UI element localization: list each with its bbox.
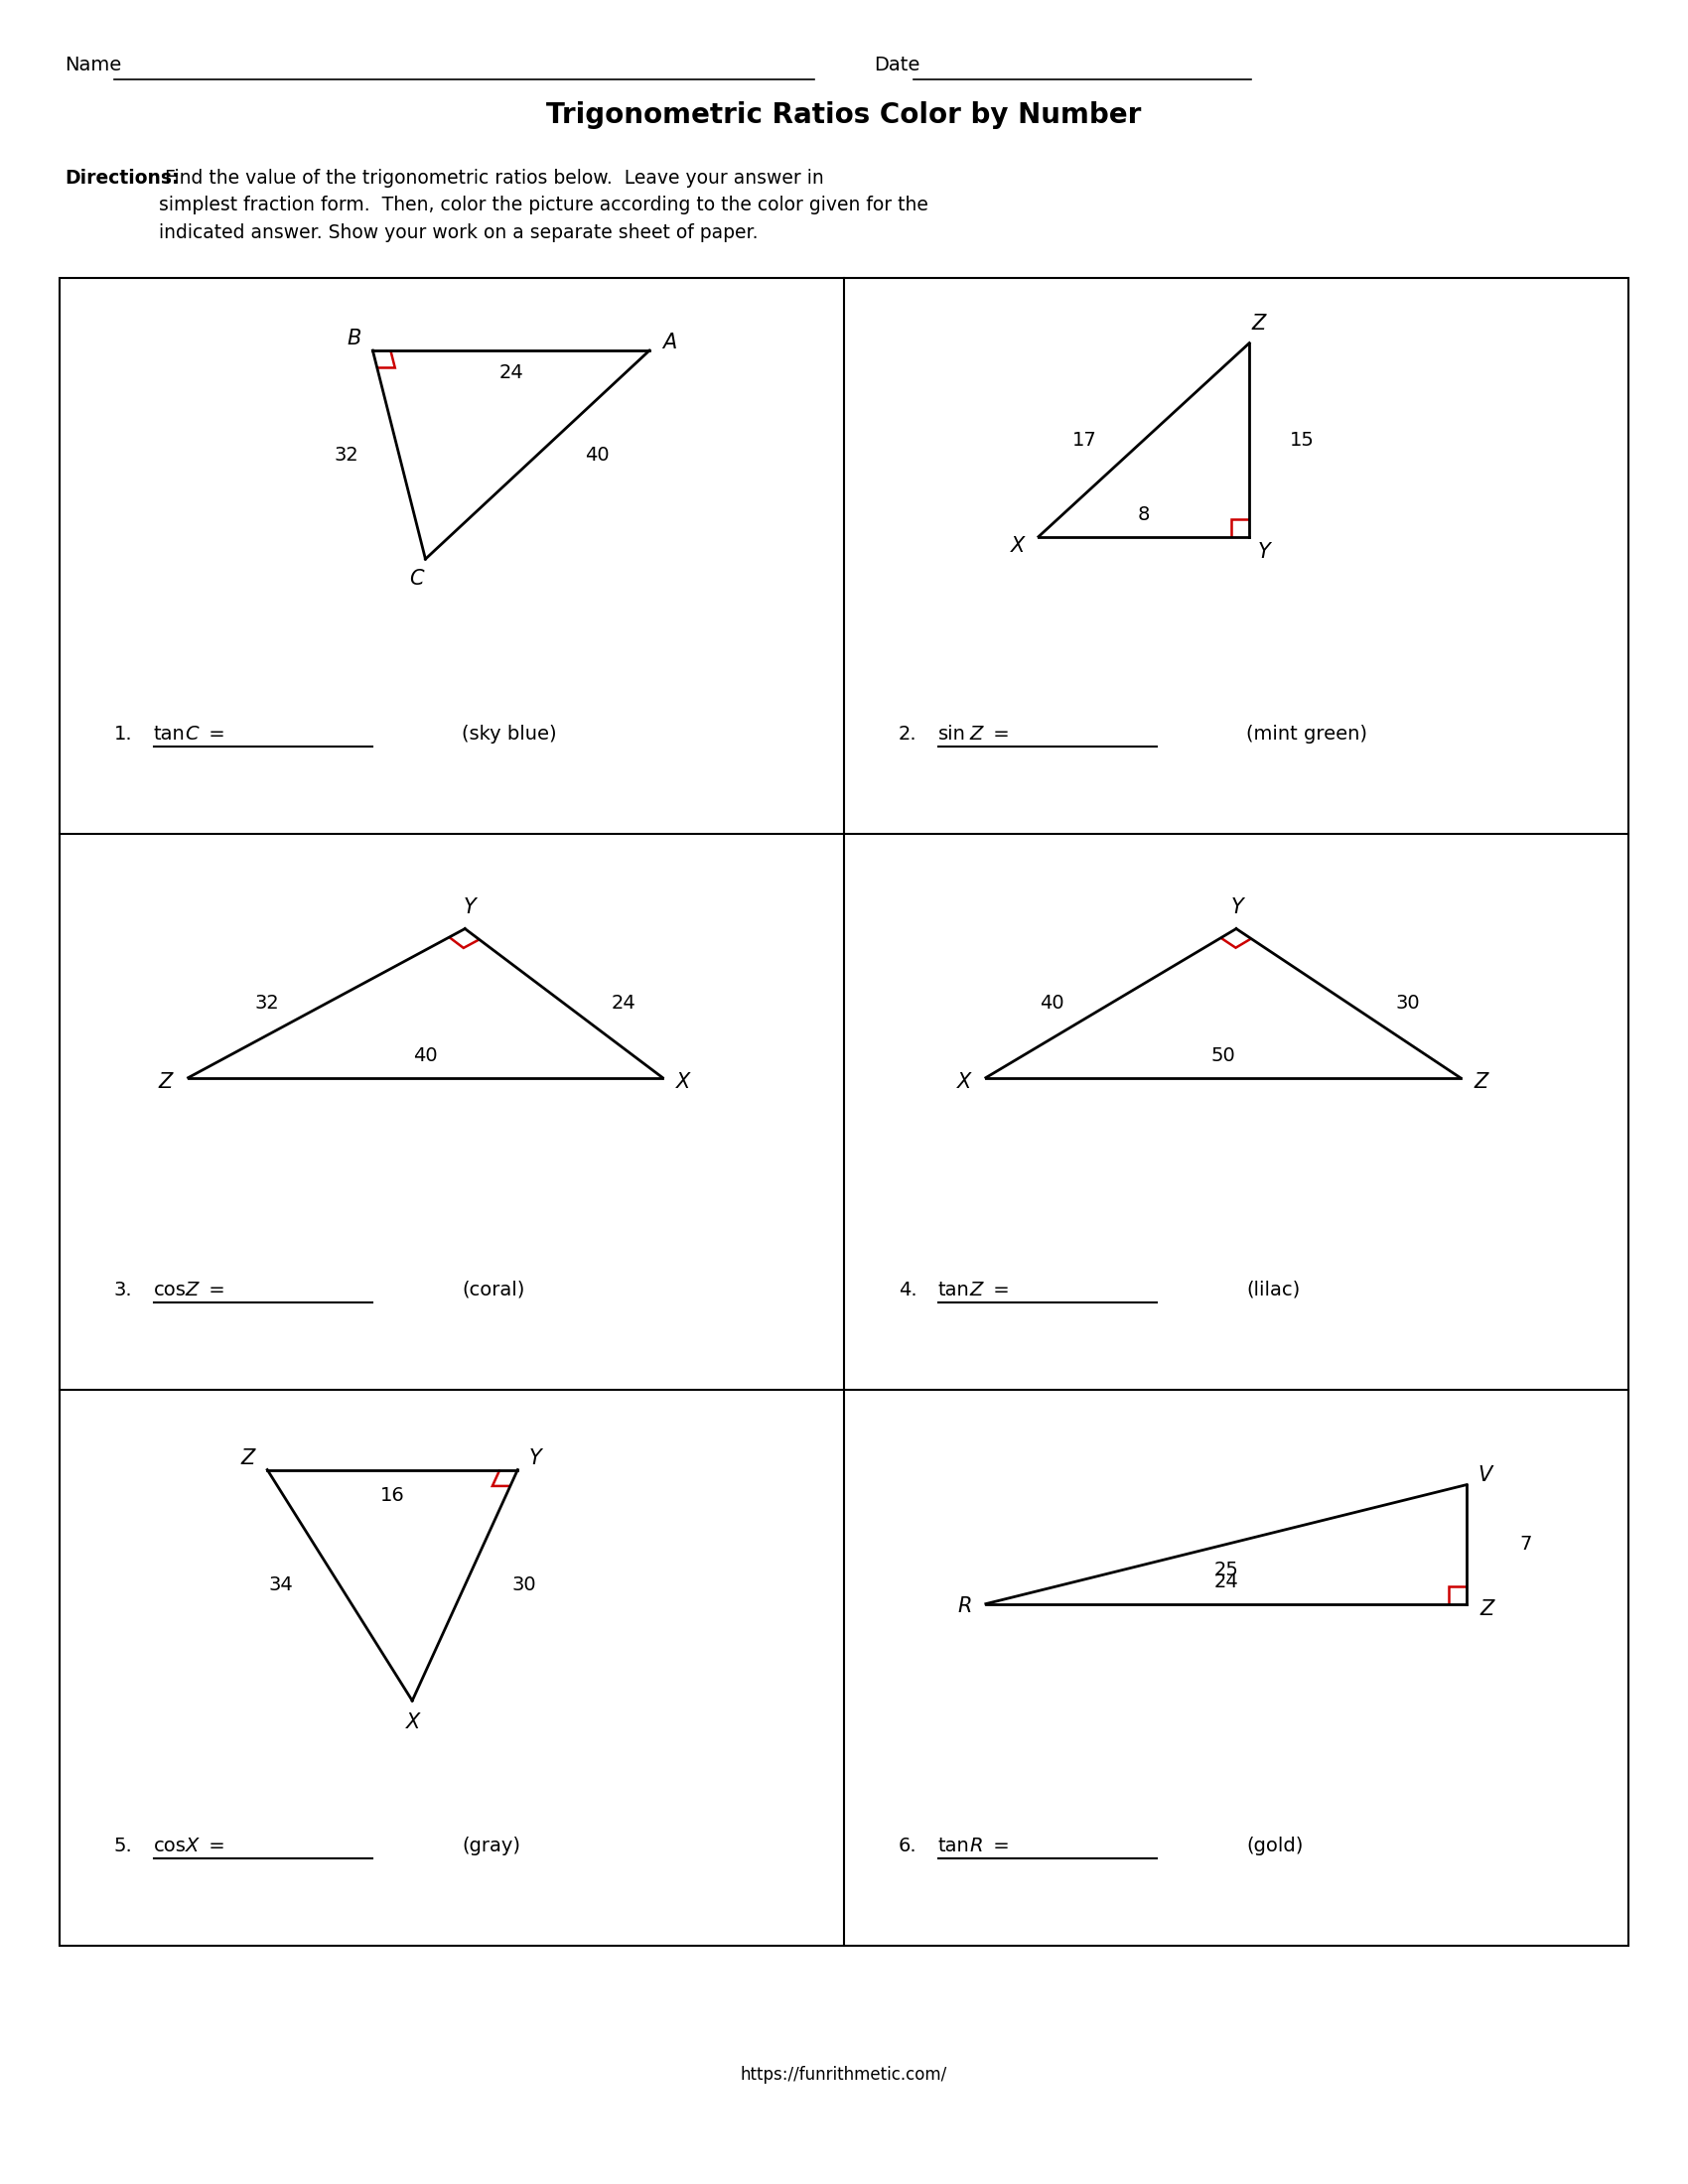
- Text: $\mathit{Z}$: $\mathit{Z}$: [240, 1448, 257, 1468]
- Text: =: =: [203, 725, 226, 743]
- Text: 40: 40: [584, 446, 609, 465]
- Text: 17: 17: [1072, 430, 1097, 450]
- Text: $\mathit{Z}$: $\mathit{Z}$: [186, 1280, 201, 1299]
- Text: (mint green): (mint green): [1246, 725, 1367, 743]
- Text: 4.: 4.: [898, 1280, 917, 1299]
- Text: https://funrithmetic.com/: https://funrithmetic.com/: [741, 2066, 947, 2084]
- Text: tan: tan: [154, 725, 186, 743]
- Text: tan: tan: [939, 1837, 971, 1854]
- Text: $\mathit{Y}$: $\mathit{Y}$: [528, 1448, 544, 1468]
- Text: 25: 25: [1214, 1562, 1239, 1579]
- Text: (sky blue): (sky blue): [463, 725, 557, 743]
- Text: =: =: [987, 725, 1009, 743]
- Text: $\mathit{X}$: $\mathit{X}$: [955, 1072, 974, 1092]
- Text: 1.: 1.: [115, 725, 133, 743]
- Text: 16: 16: [380, 1487, 405, 1505]
- Text: 24: 24: [498, 363, 523, 382]
- Text: $\mathit{Z}$: $\mathit{Z}$: [969, 725, 986, 743]
- Text: cos: cos: [154, 1837, 187, 1854]
- Text: 32: 32: [255, 994, 280, 1013]
- Text: $\mathit{C}$: $\mathit{C}$: [408, 570, 425, 590]
- Text: $\mathit{Y}$: $\mathit{Y}$: [463, 898, 479, 917]
- Text: $\mathit{Y}$: $\mathit{Y}$: [1231, 898, 1246, 917]
- Text: $\mathit{X}$: $\mathit{X}$: [1009, 535, 1028, 555]
- Text: 2.: 2.: [898, 725, 917, 743]
- Text: =: =: [203, 1837, 226, 1854]
- Text: $\mathit{X}$: $\mathit{X}$: [675, 1072, 692, 1092]
- Text: 15: 15: [1290, 430, 1315, 450]
- Text: 30: 30: [511, 1577, 537, 1594]
- Text: 24: 24: [611, 994, 635, 1013]
- Bar: [59, 277, 1629, 1946]
- Text: Date: Date: [874, 55, 920, 74]
- Text: 3.: 3.: [115, 1280, 133, 1299]
- Text: tan: tan: [939, 1280, 971, 1299]
- Text: Find the value of the trigonometric ratios below.  Leave your answer in
simplest: Find the value of the trigonometric rati…: [159, 168, 928, 242]
- Text: 40: 40: [1040, 994, 1063, 1013]
- Text: Directions:: Directions:: [64, 168, 179, 188]
- Text: $\mathit{Z}$: $\mathit{Z}$: [159, 1072, 176, 1092]
- Text: $\mathit{Z}$: $\mathit{Z}$: [1474, 1072, 1491, 1092]
- Text: $\mathit{Z}$: $\mathit{Z}$: [1480, 1599, 1497, 1618]
- Text: 40: 40: [414, 1046, 437, 1066]
- Text: $\mathit{Y}$: $\mathit{Y}$: [1258, 542, 1273, 561]
- Text: =: =: [987, 1837, 1009, 1854]
- Text: 50: 50: [1210, 1046, 1236, 1066]
- Text: $\mathit{X}$: $\mathit{X}$: [186, 1837, 201, 1854]
- Text: Trigonometric Ratios Color by Number: Trigonometric Ratios Color by Number: [547, 100, 1141, 129]
- Text: 24: 24: [1214, 1572, 1239, 1590]
- Text: $\mathit{Z}$: $\mathit{Z}$: [1251, 314, 1268, 334]
- Text: Name: Name: [64, 55, 122, 74]
- Text: (coral): (coral): [463, 1280, 525, 1299]
- Text: $\mathit{R}$: $\mathit{R}$: [969, 1837, 982, 1854]
- Text: =: =: [987, 1280, 1009, 1299]
- Text: $\mathit{B}$: $\mathit{B}$: [346, 330, 361, 349]
- Text: $\mathit{V}$: $\mathit{V}$: [1477, 1465, 1496, 1485]
- Text: $\mathit{R}$: $\mathit{R}$: [957, 1597, 971, 1616]
- Text: =: =: [203, 1280, 226, 1299]
- Text: cos: cos: [154, 1280, 187, 1299]
- Text: 6.: 6.: [898, 1837, 917, 1854]
- Text: $\mathit{X}$: $\mathit{X}$: [405, 1712, 422, 1732]
- Text: (lilac): (lilac): [1246, 1280, 1300, 1299]
- Text: $\mathit{C}$: $\mathit{C}$: [186, 725, 201, 743]
- Text: (gold): (gold): [1246, 1837, 1303, 1854]
- Text: 34: 34: [268, 1577, 292, 1594]
- Text: $\mathit{A}$: $\mathit{A}$: [662, 332, 677, 352]
- Text: 8: 8: [1138, 505, 1150, 524]
- Text: 30: 30: [1396, 994, 1420, 1013]
- Text: $\mathit{Z}$: $\mathit{Z}$: [969, 1280, 986, 1299]
- Text: (gray): (gray): [463, 1837, 520, 1854]
- Text: 7: 7: [1519, 1535, 1533, 1553]
- Text: 32: 32: [334, 446, 358, 465]
- Text: sin: sin: [939, 725, 966, 743]
- Text: 5.: 5.: [115, 1837, 133, 1854]
